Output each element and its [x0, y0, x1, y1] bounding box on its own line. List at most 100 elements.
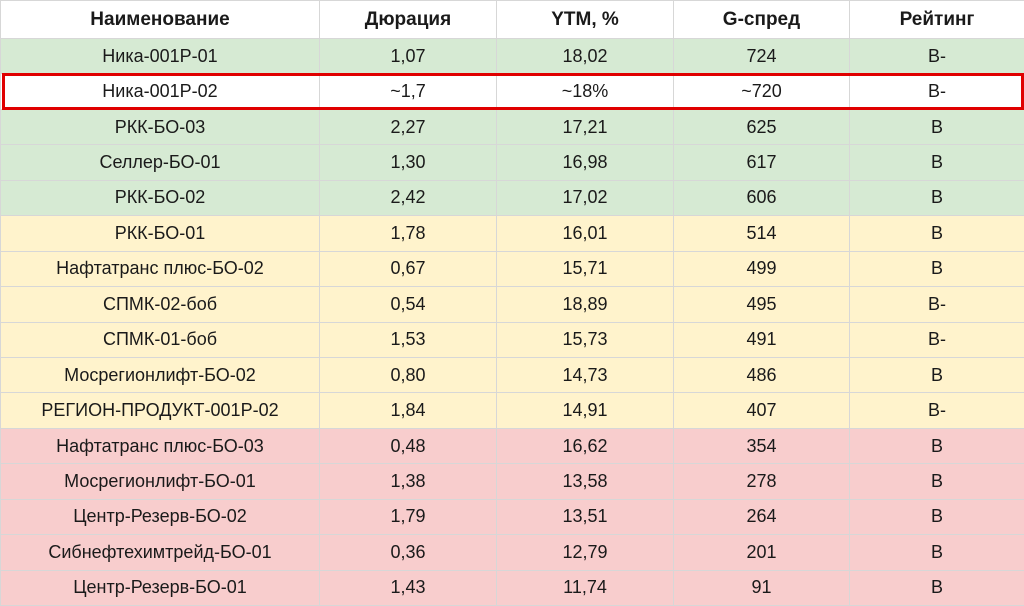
cell-name: Нафтатранс плюс-БО-03 [0, 427, 320, 465]
cell-g-spread: ~720 [673, 73, 850, 110]
cell-g-spread: 617 [673, 144, 850, 181]
cell-name: Ника-001Р-02 [0, 73, 320, 110]
cell-rating: B [849, 215, 1024, 252]
cell-ytm: ~18% [496, 73, 674, 110]
cell-duration: 2,27 [319, 108, 497, 146]
cell-duration: 0,48 [319, 427, 497, 465]
cell-ytm: 12,79 [496, 534, 674, 571]
cell-ytm: 11,74 [496, 569, 674, 606]
cell-duration: 1,53 [319, 321, 497, 358]
cell-rating: B [849, 498, 1024, 536]
header-row: Наименование Дюрация YTM, % G-спред Рейт… [0, 0, 1024, 39]
table-row: РКК-БО-01 1,78 16,01 514 B [0, 215, 1024, 252]
cell-ytm: 18,89 [496, 286, 674, 323]
cell-duration: 2,42 [319, 179, 497, 217]
header-ytm: YTM, % [496, 0, 674, 39]
cell-ytm: 16,01 [496, 215, 674, 252]
cell-duration: 1,78 [319, 215, 497, 252]
cell-name: РЕГИОН-ПРОДУКТ-001Р-02 [0, 392, 320, 429]
cell-duration: 1,43 [319, 569, 497, 606]
cell-name: Центр-Резерв-БО-01 [0, 569, 320, 606]
table-row: РКК-БО-02 2,42 17,02 606 B [0, 179, 1024, 217]
cell-rating: B [849, 108, 1024, 146]
cell-g-spread: 354 [673, 427, 850, 465]
table-row: СПМК-01-боб 1,53 15,73 491 B- [0, 321, 1024, 358]
cell-g-spread: 91 [673, 569, 850, 606]
cell-rating: B- [849, 73, 1024, 110]
cell-rating: B- [849, 321, 1024, 358]
cell-g-spread: 201 [673, 534, 850, 571]
cell-duration: 1,84 [319, 392, 497, 429]
cell-rating: B [849, 427, 1024, 465]
table-row: Мосрегионлифт-БО-02 0,80 14,73 486 B [0, 356, 1024, 394]
cell-ytm: 16,98 [496, 144, 674, 181]
cell-duration: 0,67 [319, 250, 497, 288]
cell-name: Мосрегионлифт-БО-02 [0, 356, 320, 394]
cell-g-spread: 606 [673, 179, 850, 217]
cell-ytm: 13,58 [496, 463, 674, 500]
cell-name: Селлер-БО-01 [0, 144, 320, 181]
cell-duration: 1,07 [319, 37, 497, 75]
cell-name: СПМК-01-боб [0, 321, 320, 358]
cell-g-spread: 486 [673, 356, 850, 394]
table-row: РКК-БО-03 2,27 17,21 625 B [0, 108, 1024, 146]
cell-duration: 0,36 [319, 534, 497, 571]
cell-rating: B- [849, 392, 1024, 429]
cell-ytm: 14,91 [496, 392, 674, 429]
table-row: Селлер-БО-01 1,30 16,98 617 B [0, 144, 1024, 181]
table-row: Ника-001Р-01 1,07 18,02 724 B- [0, 37, 1024, 75]
header-name: Наименование [0, 0, 320, 39]
cell-ytm: 17,21 [496, 108, 674, 146]
header-g-spread: G-спред [673, 0, 850, 39]
cell-rating: B [849, 569, 1024, 606]
table-row: Сибнефтехимтрейд-БО-01 0,36 12,79 201 B [0, 534, 1024, 571]
table-row: СПМК-02-боб 0,54 18,89 495 B- [0, 286, 1024, 323]
cell-duration: 1,79 [319, 498, 497, 536]
table-row: Центр-Резерв-БО-02 1,79 13,51 264 B [0, 498, 1024, 536]
cell-ytm: 13,51 [496, 498, 674, 536]
cell-ytm: 16,62 [496, 427, 674, 465]
cell-g-spread: 264 [673, 498, 850, 536]
cell-rating: B [849, 179, 1024, 217]
cell-g-spread: 407 [673, 392, 850, 429]
cell-ytm: 15,73 [496, 321, 674, 358]
cell-name: РКК-БО-01 [0, 215, 320, 252]
cell-name: Ника-001Р-01 [0, 37, 320, 75]
cell-rating: B [849, 356, 1024, 394]
cell-g-spread: 491 [673, 321, 850, 358]
cell-g-spread: 499 [673, 250, 850, 288]
cell-rating: B [849, 463, 1024, 500]
table-row: Мосрегионлифт-БО-01 1,38 13,58 278 B [0, 463, 1024, 500]
cell-ytm: 17,02 [496, 179, 674, 217]
cell-g-spread: 724 [673, 37, 850, 75]
cell-rating: B [849, 534, 1024, 571]
cell-duration: 0,80 [319, 356, 497, 394]
table-row: Центр-Резерв-БО-01 1,43 11,74 91 B [0, 569, 1024, 606]
table-row: Нафтатранс плюс-БО-02 0,67 15,71 499 B [0, 250, 1024, 288]
cell-name: РКК-БО-03 [0, 108, 320, 146]
cell-duration: 1,30 [319, 144, 497, 181]
cell-g-spread: 625 [673, 108, 850, 146]
cell-rating: B- [849, 37, 1024, 75]
table-row: Ника-001Р-02 ~1,7 ~18% ~720 B- [0, 73, 1024, 110]
cell-duration: 1,38 [319, 463, 497, 500]
cell-g-spread: 514 [673, 215, 850, 252]
cell-ytm: 18,02 [496, 37, 674, 75]
table-body: Ника-001Р-01 1,07 18,02 724 B- Ника-001Р-02 ~1… [0, 37, 1024, 606]
cell-name: СПМК-02-боб [0, 286, 320, 323]
cell-rating: B [849, 250, 1024, 288]
cell-name: Сибнефтехимтрейд-БО-01 [0, 534, 320, 571]
table-row: РЕГИОН-ПРОДУКТ-001Р-02 1,84 14,91 407 B- [0, 392, 1024, 429]
cell-name: Центр-Резерв-БО-02 [0, 498, 320, 536]
cell-duration: ~1,7 [319, 73, 497, 110]
cell-name: Нафтатранс плюс-БО-02 [0, 250, 320, 288]
cell-name: Мосрегионлифт-БО-01 [0, 463, 320, 500]
header-duration: Дюрация [319, 0, 497, 39]
cell-duration: 0,54 [319, 286, 497, 323]
table-row: Нафтатранс плюс-БО-03 0,48 16,62 354 B [0, 427, 1024, 465]
cell-ytm: 15,71 [496, 250, 674, 288]
cell-rating: B [849, 144, 1024, 181]
cell-name: РКК-БО-02 [0, 179, 320, 217]
cell-ytm: 14,73 [496, 356, 674, 394]
